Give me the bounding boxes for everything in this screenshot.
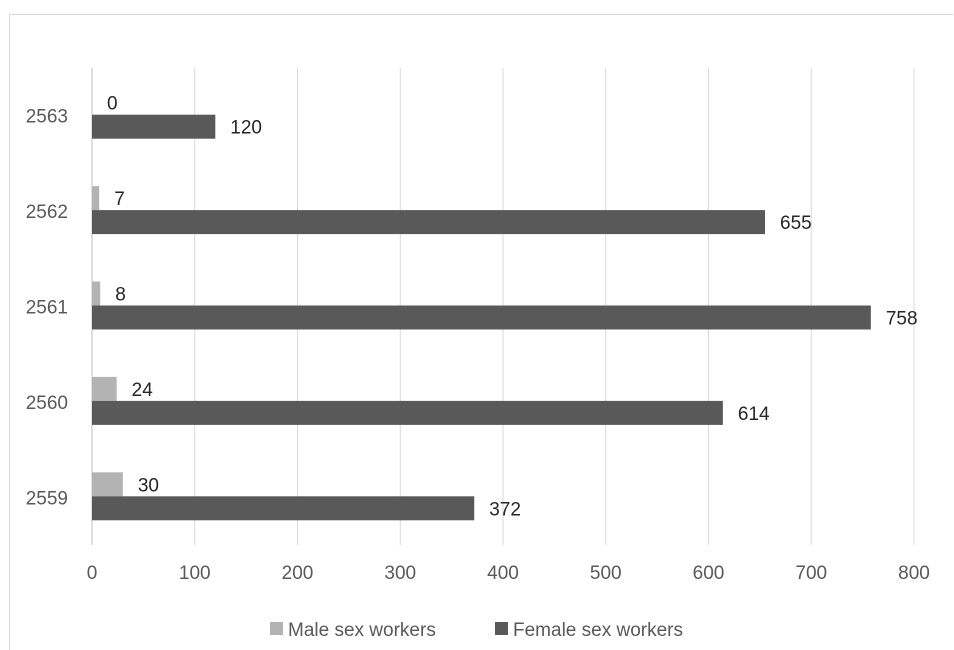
x-tick-label: 0 (87, 563, 98, 584)
legend-male-label: Male sex workers (288, 620, 436, 641)
bar-female (92, 305, 871, 330)
data-label-male: 30 (138, 475, 159, 496)
y-axis-categories: 2563 2562 2561 2560 2559 (26, 107, 68, 510)
legend-female-swatch (495, 622, 508, 635)
legend-female-label: Female sex workers (513, 620, 683, 641)
x-tick-label: 300 (384, 563, 416, 584)
x-tick-label: 400 (487, 563, 519, 584)
y-category-label: 2560 (26, 393, 68, 414)
x-axis-ticks: 0 100 200 300 400 500 600 700 800 (87, 563, 930, 584)
x-tick-label: 800 (898, 563, 930, 584)
x-tick-label: 200 (282, 563, 314, 584)
data-label-female: 614 (738, 404, 770, 425)
y-category-label: 2562 (26, 202, 68, 223)
data-label-male: 7 (114, 189, 125, 210)
bars (92, 114, 871, 521)
bar-female (92, 400, 723, 425)
bar-female (92, 210, 766, 235)
data-label-male: 8 (115, 285, 126, 306)
data-label-female: 655 (780, 213, 812, 234)
y-category-label: 2559 (26, 488, 68, 509)
x-tick-label: 500 (590, 563, 622, 584)
data-label-male: 0 (107, 94, 118, 115)
chart-frame (9, 14, 953, 650)
legend-male-swatch (270, 622, 283, 635)
x-tick-label: 700 (795, 563, 827, 584)
data-label-male: 24 (132, 380, 154, 401)
bar-male (92, 472, 123, 497)
x-tick-label: 100 (179, 563, 211, 584)
data-label-female: 120 (230, 118, 262, 139)
data-label-female: 372 (489, 499, 521, 520)
bar-male (92, 376, 117, 401)
bar-male (92, 186, 100, 211)
data-labels: 0 120 7 655 8 758 24 614 30 372 (107, 94, 918, 521)
bar-female (92, 496, 475, 521)
y-category-label: 2563 (26, 107, 68, 128)
legend: Male sex workers Female sex workers (270, 620, 683, 641)
y-category-label: 2561 (26, 298, 68, 319)
bar-female (92, 114, 216, 139)
data-label-female: 758 (886, 309, 918, 330)
bar-male (92, 281, 101, 306)
x-tick-label: 600 (693, 563, 725, 584)
